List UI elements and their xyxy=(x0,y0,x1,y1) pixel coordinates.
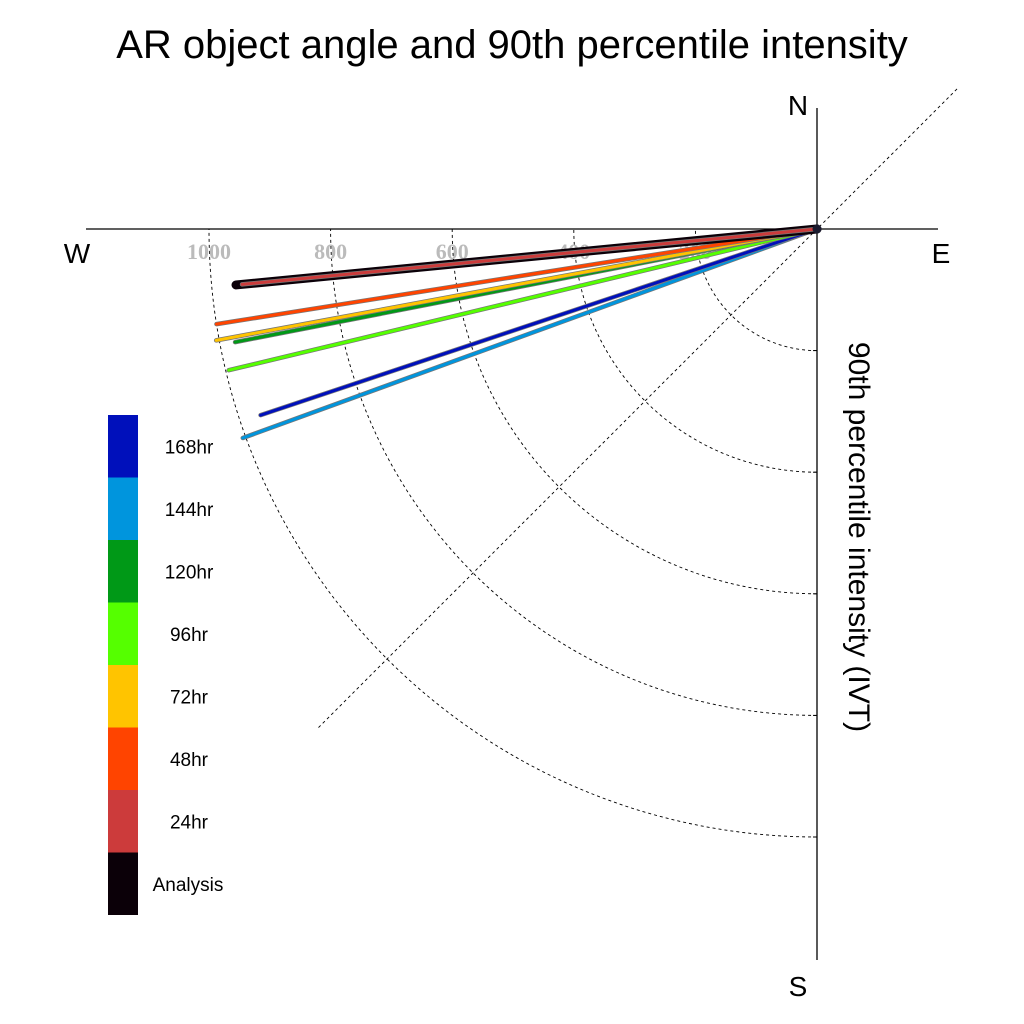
legend-swatch-24hr xyxy=(108,790,138,853)
legend-label-144hr: 144hr xyxy=(165,500,214,521)
legend-label-24hr: 24hr xyxy=(170,812,209,833)
legend-label-96hr: 96hr xyxy=(170,625,209,646)
radial-tick-label-800: 800 xyxy=(314,239,347,264)
series-vector-144hr xyxy=(241,227,819,440)
series-vector-96hr xyxy=(227,227,819,372)
series-vector-72hr xyxy=(214,227,819,342)
series-vectors xyxy=(213,224,822,441)
compass-axes: N S E W xyxy=(64,90,951,1002)
legend-label-analysis: Analysis xyxy=(153,875,224,896)
y-axis-label: 90th percentile intensity (IVT) xyxy=(842,342,875,732)
legend: 168hr 144hr 120hr 96hr 72hr 48hr 24hr Analysis xyxy=(108,415,223,915)
series-vector-168hr xyxy=(259,227,819,417)
legend-label-48hr: 48hr xyxy=(170,750,209,771)
series-vector-24hr xyxy=(240,227,819,286)
legend-swatch-120hr xyxy=(108,540,138,603)
legend-swatch-168hr xyxy=(108,415,138,478)
legend-swatch-48hr xyxy=(108,727,138,790)
compass-south-label: S xyxy=(789,971,808,1002)
series-vector-48hr xyxy=(214,227,819,326)
origin-marker xyxy=(812,224,822,234)
compass-north-label: N xyxy=(788,90,808,121)
legend-label-168hr: 168hr xyxy=(165,437,214,458)
grid-diagonal xyxy=(318,88,958,728)
chart-title: AR object angle and 90th percentile inte… xyxy=(116,23,908,67)
compass-east-label: E xyxy=(932,238,951,269)
legend-label-120hr: 120hr xyxy=(165,562,214,583)
legend-label-72hr: 72hr xyxy=(170,687,209,708)
radial-tick-label-1000: 1000 xyxy=(187,239,231,264)
grid-arc-200 xyxy=(694,228,818,352)
legend-swatch-analysis xyxy=(108,852,138,915)
legend-swatch-96hr xyxy=(108,602,138,665)
legend-swatch-72hr xyxy=(108,665,138,728)
grid-arc-1000 xyxy=(208,228,818,838)
legend-swatch-144hr xyxy=(108,477,138,540)
compass-west-label: W xyxy=(64,238,91,269)
